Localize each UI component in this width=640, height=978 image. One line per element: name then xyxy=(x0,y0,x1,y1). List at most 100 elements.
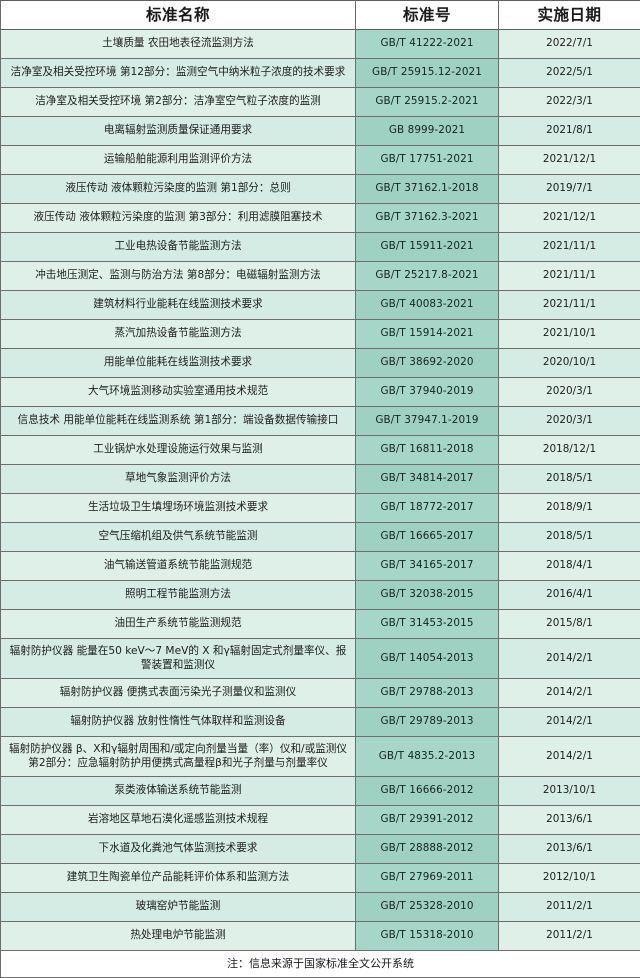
cell-implementation-date: 2012/10/1 xyxy=(499,864,640,893)
cell-standard-number: GB/T 37940-2019 xyxy=(356,378,499,407)
cell-standard-name: 洁净室及相关受控环境 第12部分：监测空气中纳米粒子浓度的技术要求 xyxy=(1,59,356,88)
cell-standard-name: 液压传动 液体颗粒污染度的监测 第3部分：利用滤膜阻塞技术 xyxy=(1,204,356,233)
cell-standard-number: GB/T 28888-2012 xyxy=(356,835,499,864)
cell-implementation-date: 2018/4/1 xyxy=(499,552,640,581)
cell-standard-number: GB/T 16666-2012 xyxy=(356,777,499,806)
cell-standard-number: GB/T 25328-2010 xyxy=(356,893,499,922)
table-row: 辐射防护仪器 能量在50 keV～7 MeV的 X 和γ辐射固定式剂量率仪、报警… xyxy=(1,639,640,679)
cell-standard-number: GB/T 41222-2021 xyxy=(356,30,499,59)
cell-standard-name: 辐射防护仪器 能量在50 keV～7 MeV的 X 和γ辐射固定式剂量率仪、报警… xyxy=(1,639,356,679)
cell-standard-name: 热处理电炉节能监测 xyxy=(1,922,356,951)
cell-implementation-date: 2021/11/1 xyxy=(499,291,640,320)
cell-standard-number: GB/T 37162.1-2018 xyxy=(356,175,499,204)
cell-standard-name: 蒸汽加热设备节能监测方法 xyxy=(1,320,356,349)
cell-standard-name: 玻璃窑炉节能监测 xyxy=(1,893,356,922)
cell-implementation-date: 2018/9/1 xyxy=(499,494,640,523)
cell-standard-number: GB/T 37162.3-2021 xyxy=(356,204,499,233)
cell-implementation-date: 2022/5/1 xyxy=(499,59,640,88)
cell-standard-number: GB/T 15318-2010 xyxy=(356,922,499,951)
cell-standard-number: GB/T 16811-2018 xyxy=(356,436,499,465)
cell-standard-number: GB/T 38692-2020 xyxy=(356,349,499,378)
cell-standard-number: GB/T 40083-2021 xyxy=(356,291,499,320)
cell-standard-name: 空气压缩机组及供气系统节能监测 xyxy=(1,523,356,552)
footer-note: 注：信息来源于国家标准全文公开系统 xyxy=(1,951,640,978)
cell-standard-name: 洁净室及相关受控环境 第2部分：洁净室空气粒子浓度的监测 xyxy=(1,88,356,117)
cell-standard-name: 大气环境监测移动实验室通用技术规范 xyxy=(1,378,356,407)
header-row: 标准名称 标准号 实施日期 xyxy=(1,1,640,30)
column-header-date: 实施日期 xyxy=(499,1,640,30)
cell-implementation-date: 2021/11/1 xyxy=(499,262,640,291)
cell-standard-name: 泵类液体输送系统节能监测 xyxy=(1,777,356,806)
cell-standard-number: GB/T 16665-2017 xyxy=(356,523,499,552)
cell-implementation-date: 2021/8/1 xyxy=(499,117,640,146)
cell-implementation-date: 2022/3/1 xyxy=(499,88,640,117)
table-row: 辐射防护仪器 β、X和γ辐射周围和/或定向剂量当量（率）仪和/或监测仪 第2部分… xyxy=(1,737,640,777)
cell-implementation-date: 2013/10/1 xyxy=(499,777,640,806)
cell-standard-name: 土壤质量 农田地表径流监测方法 xyxy=(1,30,356,59)
cell-implementation-date: 2020/3/1 xyxy=(499,407,640,436)
cell-standard-name: 油田生产系统节能监测规范 xyxy=(1,610,356,639)
cell-implementation-date: 2021/12/1 xyxy=(499,204,640,233)
cell-standard-name: 辐射防护仪器 便携式表面污染光子测量仪和监测仪 xyxy=(1,679,356,708)
cell-standard-number: GB/T 25915.2-2021 xyxy=(356,88,499,117)
cell-standard-number: GB/T 32038-2015 xyxy=(356,581,499,610)
cell-standard-number: GB/T 29788-2013 xyxy=(356,679,499,708)
cell-standard-number: GB/T 25915.12-2021 xyxy=(356,59,499,88)
cell-implementation-date: 2021/12/1 xyxy=(499,146,640,175)
cell-implementation-date: 2020/3/1 xyxy=(499,378,640,407)
cell-standard-name: 冲击地压测定、监测与防治方法 第8部分：电磁辐射监测方法 xyxy=(1,262,356,291)
cell-standard-number: GB/T 4835.2-2013 xyxy=(356,737,499,777)
cell-standard-name: 辐射防护仪器 β、X和γ辐射周围和/或定向剂量当量（率）仪和/或监测仪 第2部分… xyxy=(1,737,356,777)
column-header-name: 标准名称 xyxy=(1,1,356,30)
cell-implementation-date: 2014/2/1 xyxy=(499,708,640,737)
cell-standard-name: 照明工程节能监测方法 xyxy=(1,581,356,610)
cell-implementation-date: 2018/5/1 xyxy=(499,465,640,494)
cell-implementation-date: 2020/10/1 xyxy=(499,349,640,378)
cell-standard-name: 用能单位能耗在线监测技术要求 xyxy=(1,349,356,378)
table-header: 标准名称 标准号 实施日期 xyxy=(1,1,640,30)
cell-implementation-date: 2019/7/1 xyxy=(499,175,640,204)
cell-implementation-date: 2018/12/1 xyxy=(499,436,640,465)
cell-implementation-date: 2021/10/1 xyxy=(499,320,640,349)
cell-standard-number: GB/T 27969-2011 xyxy=(356,864,499,893)
cell-standard-number: GB/T 18772-2017 xyxy=(356,494,499,523)
cell-standard-name: 生活垃圾卫生填埋场环境监测技术要求 xyxy=(1,494,356,523)
cell-implementation-date: 2014/2/1 xyxy=(499,737,640,777)
cell-standard-number: GB/T 34165-2017 xyxy=(356,552,499,581)
cell-implementation-date: 2018/5/1 xyxy=(499,523,640,552)
cell-implementation-date: 2013/6/1 xyxy=(499,835,640,864)
cell-standard-number: GB/T 14054-2013 xyxy=(356,639,499,679)
cell-standard-number: GB/T 29391-2012 xyxy=(356,806,499,835)
cell-standard-number: GB/T 15914-2021 xyxy=(356,320,499,349)
cell-standard-number: GB/T 17751-2021 xyxy=(356,146,499,175)
cell-standard-name: 岩溶地区草地石漠化遥感监测技术规程 xyxy=(1,806,356,835)
cell-implementation-date: 2013/6/1 xyxy=(499,806,640,835)
cell-standard-number: GB/T 37947.1-2019 xyxy=(356,407,499,436)
cell-standard-name: 辐射防护仪器 放射性惰性气体取样和监测设备 xyxy=(1,708,356,737)
